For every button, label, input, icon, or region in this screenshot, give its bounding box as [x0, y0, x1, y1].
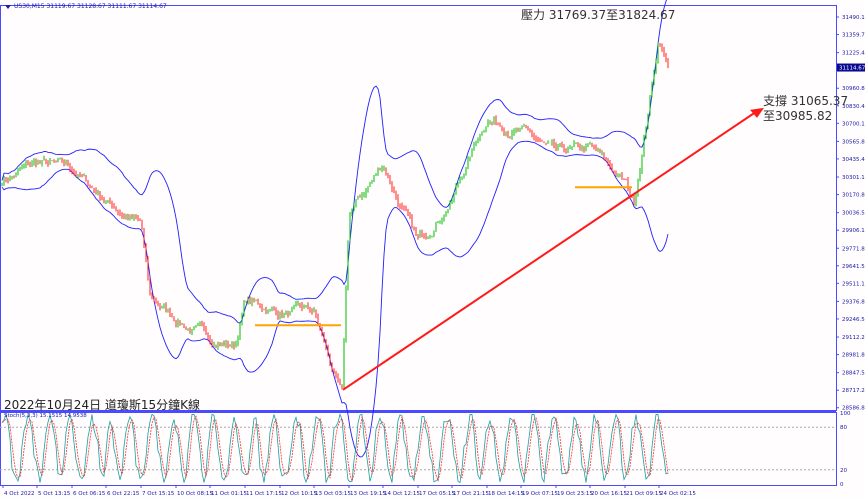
x-tick-label: 19 Oct 23:15	[557, 491, 593, 497]
x-tick-label: 5 Oct 13:15	[38, 491, 71, 497]
support-annotation-line2: 至30985.82	[763, 109, 833, 123]
y-tick-label: 29112.20	[842, 335, 865, 341]
y-tick-label: 28586.85	[842, 406, 865, 412]
y-tick-label: 31225.45	[842, 51, 865, 57]
y-tick-label: 28717.20	[842, 388, 865, 394]
x-tick-label: 11 Oct 17:15	[246, 491, 282, 497]
x-tick-label: 19 Oct 07:15	[522, 491, 558, 497]
y-tick-label: 30170.80	[842, 193, 865, 199]
current-price-badge	[837, 63, 865, 72]
x-tick-label: 4 Oct 2022	[4, 491, 35, 497]
stochastic-tick-label: 0	[840, 482, 844, 488]
stochastic-main-line	[1, 412, 669, 484]
x-tick-label: 6 Oct 22:15	[107, 491, 140, 497]
y-tick-label: 30700.10	[842, 121, 865, 127]
bollinger-upper-band	[1, 0, 668, 324]
y-tick-label: 29511.15	[842, 281, 865, 287]
y-tick-label: 31490.10	[842, 15, 865, 21]
symbol-label: US30,M15	[14, 3, 45, 10]
x-tick-label: 24 Oct 02:15	[660, 491, 696, 497]
stochastic-label: Stoch(5,3,3) 15.1515 14.9538	[4, 413, 87, 419]
chart-header: US30,M15 31119.67 31128.67 31111.67 3111…	[14, 3, 167, 10]
chart-title: 2022年10月24日 道瓊斯15分鐘K線	[4, 398, 201, 412]
y-tick-label: 30565.80	[842, 139, 865, 145]
x-tick-label: 10 Oct 08:15	[177, 491, 213, 497]
trendline	[342, 111, 757, 391]
y-tick-label: 29641.50	[842, 264, 865, 270]
trendline-arrowhead-icon	[750, 107, 764, 118]
y-tick-label: 29376.85	[842, 299, 865, 305]
bollinger-lower-band	[1, 140, 669, 458]
y-tick-label: 29771.85	[842, 246, 865, 252]
y-tick-label: 30435.45	[842, 157, 865, 163]
ohlc-values: 31119.67 31128.67 31111.67 31114.67	[46, 3, 167, 10]
x-tick-label: 12 Oct 10:15	[281, 491, 317, 497]
x-tick-label: 17 Oct 21:15	[453, 491, 489, 497]
y-tick-label: 31359.75	[842, 33, 865, 39]
stochastic-signal-line	[1, 415, 669, 483]
stochastic-tick-label: 80	[840, 425, 847, 431]
y-tick-label: 28847.55	[842, 371, 865, 377]
x-tick-label: 21 Oct 09:15	[626, 491, 662, 497]
y-tick-label: 30960.80	[842, 86, 865, 92]
x-tick-label: 17 Oct 05:15	[419, 491, 455, 497]
y-tick-label: 30301.15	[842, 175, 865, 181]
support-annotation-line1: 支撐 31065.37	[763, 94, 849, 108]
main-panel-border	[0, 5, 837, 411]
x-tick-label: 11 Oct 01:15	[211, 491, 247, 497]
resistance-annotation: 壓力 31769.37至31824.67	[521, 8, 676, 22]
y-tick-label: 30830.45	[842, 104, 865, 110]
x-tick-label: 14 Oct 12:15	[384, 491, 420, 497]
x-tick-label: 7 Oct 15:15	[142, 491, 175, 497]
stochastic-tick-label: 20	[840, 468, 847, 474]
x-tick-label: 18 Oct 14:15	[488, 491, 524, 497]
y-tick-label: 30036.50	[842, 211, 865, 217]
y-tick-label: 29246.50	[842, 317, 865, 323]
y-tick-label: 28981.85	[842, 353, 865, 359]
x-tick-label: 13 Oct 03:15	[315, 491, 351, 497]
x-tick-label: 20 Oct 16:15	[591, 491, 627, 497]
x-tick-label: 13 Oct 19:15	[350, 491, 386, 497]
stochastic-tick-label: 100	[840, 411, 851, 417]
x-tick-label: 6 Oct 06:15	[73, 491, 106, 497]
chart-menu-triangle-icon[interactable]	[5, 5, 11, 9]
current-price-label: 31114.67	[839, 66, 865, 72]
y-tick-label: 29906.15	[842, 228, 865, 234]
